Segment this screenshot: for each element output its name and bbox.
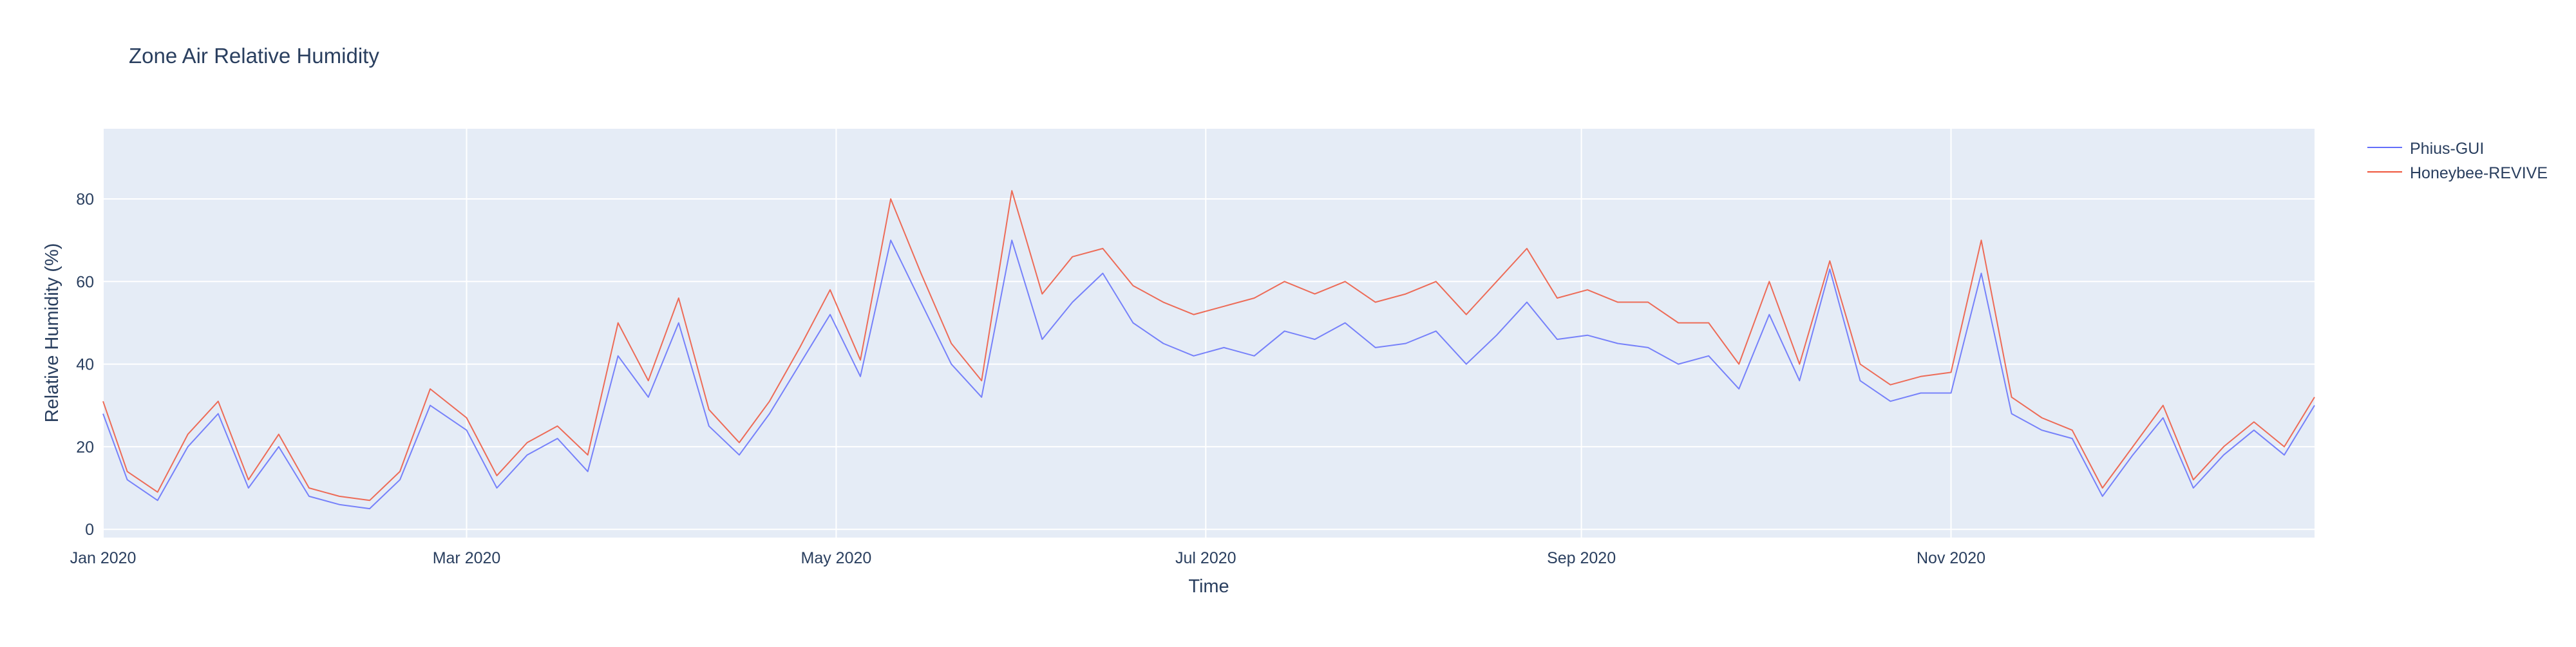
series-line-honeybee-revive bbox=[102, 190, 2315, 502]
legend[interactable]: Phius-GUI Honeybee-REVIVE bbox=[2367, 140, 2548, 182]
x-tick-label: Jul 2020 bbox=[1175, 549, 1236, 567]
series-lines bbox=[102, 190, 2315, 510]
x-tick-label: Mar 2020 bbox=[433, 549, 501, 567]
x-tick-label: Nov 2020 bbox=[1917, 549, 1985, 567]
x-tick-label: May 2020 bbox=[801, 549, 872, 567]
gridlines bbox=[102, 129, 2315, 538]
y-axis-title: Relative Humidity (%) bbox=[42, 243, 62, 423]
x-tick-label: Sep 2020 bbox=[1547, 549, 1616, 567]
legend-label-phius-gui: Phius-GUI bbox=[2410, 140, 2484, 158]
y-tick-label: 80 bbox=[76, 191, 94, 209]
y-tick-label: 40 bbox=[76, 356, 94, 374]
plot-area bbox=[103, 129, 2315, 538]
legend-label-honeybee-revive: Honeybee-REVIVE bbox=[2410, 164, 2548, 182]
x-axis-title: Time bbox=[1188, 576, 1229, 597]
chart-title: Zone Air Relative Humidity bbox=[129, 44, 379, 68]
y-tick-label: 0 bbox=[85, 521, 94, 539]
x-tick-label: Jan 2020 bbox=[70, 549, 137, 567]
y-tick-label: 60 bbox=[76, 273, 94, 291]
axis-ticks: 0 20 40 60 80 Jan 2020 Mar 2020 May 2020 Jul 202… bbox=[70, 191, 1985, 567]
series-line-phius-gui bbox=[102, 239, 2315, 510]
y-tick-label: 20 bbox=[76, 438, 94, 456]
